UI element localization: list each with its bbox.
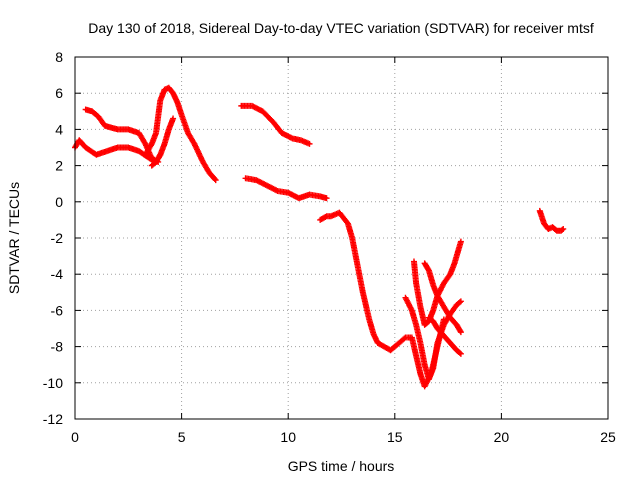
y-tick-label: -8	[51, 339, 64, 355]
y-tick-label: 6	[55, 85, 63, 101]
series-arc-12	[536, 207, 567, 234]
x-tick-label: 20	[494, 429, 510, 445]
y-tick-label: 0	[55, 194, 63, 210]
y-tick-label: -12	[43, 411, 63, 427]
tick-labels: 0 5 10 15 20 25 -12 -10 -8 -6 -4 -2 0 2 4 6 8	[43, 49, 616, 445]
series-arc-4	[148, 115, 177, 169]
plot-area-border	[74, 56, 609, 420]
y-axis-label: SDTVAR / TECUs	[6, 182, 22, 294]
data-point	[211, 176, 218, 183]
data-point	[322, 214, 329, 221]
data-point	[560, 225, 567, 232]
series-arc-8	[402, 294, 464, 383]
data-point	[323, 195, 330, 202]
chart-title: Day 130 of 2018, Sidereal Day-to-day VTE…	[88, 20, 594, 36]
data-point	[457, 327, 464, 334]
data-point	[212, 177, 219, 184]
data-point	[559, 226, 566, 233]
x-tick-label: 10	[280, 429, 296, 445]
x-axis-label: GPS time / hours	[288, 458, 395, 474]
y-tick-label: -10	[43, 375, 63, 391]
series-arc-9	[410, 238, 464, 328]
grid-lines	[75, 57, 608, 419]
series-arc-10	[421, 260, 464, 336]
x-tick-label: 25	[600, 429, 616, 445]
x-tick-label: 5	[178, 429, 186, 445]
y-tick-label: -4	[51, 266, 64, 282]
y-tick-label: -2	[51, 230, 64, 246]
data-point	[456, 299, 463, 306]
y-tick-label: 4	[55, 121, 63, 137]
x-tick-label: 15	[387, 429, 403, 445]
data-marks	[72, 84, 567, 390]
data-point	[456, 349, 463, 356]
series-arc-6	[242, 175, 330, 202]
data-point	[457, 329, 464, 336]
y-tick-label: 8	[55, 49, 63, 65]
series-arc-5	[238, 102, 313, 147]
data-point	[457, 350, 464, 357]
series-arc-11	[425, 314, 464, 357]
y-tick-label: 2	[55, 158, 63, 174]
data-point	[401, 335, 408, 342]
series-arc-3	[142, 84, 219, 184]
data-point	[170, 115, 177, 122]
axis-ticks	[74, 56, 609, 420]
x-tick-label: 0	[71, 429, 79, 445]
data-point	[457, 238, 464, 245]
data-point	[457, 298, 464, 305]
y-tick-label: -6	[51, 302, 64, 318]
data-point	[306, 140, 313, 147]
series-arc-2	[82, 106, 162, 165]
